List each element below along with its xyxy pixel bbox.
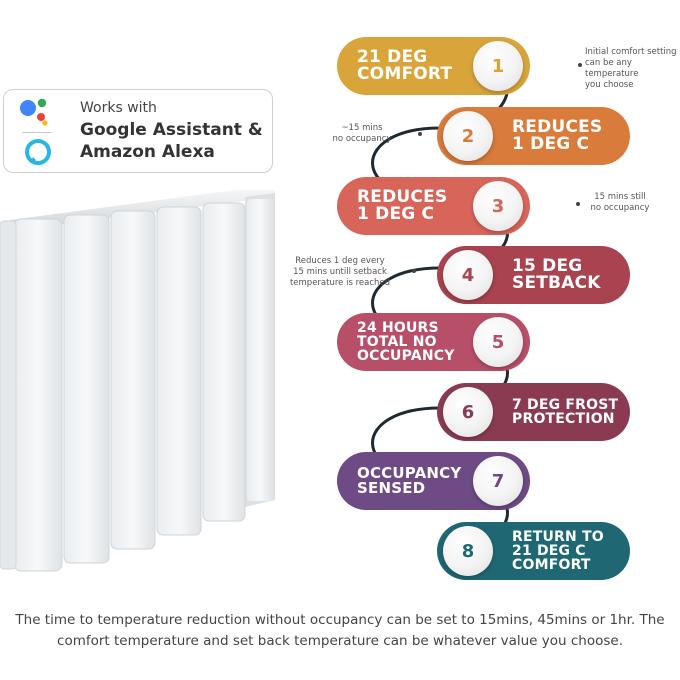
step-7: OCCUPANCY SENSED 7	[337, 452, 530, 510]
note-reduces-every: Reduces 1 deg every 15 mins untill setba…	[278, 256, 402, 289]
step-number-circle: 5	[473, 317, 523, 367]
step-label: REDUCES 1 DEG C	[512, 107, 630, 165]
note-dot	[412, 269, 416, 273]
step-label-line: 15 DEG	[512, 256, 583, 276]
note-line: 15 mins untill setback	[293, 267, 387, 278]
note-line: can be any temperature	[585, 58, 639, 80]
step-label-line: 7 DEG FROST	[512, 397, 619, 413]
step-label-line: 21 DEG	[357, 47, 428, 67]
caption-line-2: comfort temperature and set back tempera…	[57, 633, 623, 649]
note-line: no occupancy	[590, 203, 650, 214]
note-initial-comfort: Initial comfort setting can be any tempe…	[585, 47, 680, 91]
step-8: RETURN TO 21 DEG C COMFORT 8	[437, 522, 630, 580]
radiator-image	[0, 190, 275, 572]
step-number-circle: 1	[473, 41, 523, 91]
step-label-line: REDUCES	[512, 117, 603, 137]
note-15-mins: ~15 mins no occupancy	[318, 123, 406, 145]
step-number-circle: 7	[473, 456, 523, 506]
step-label-line: PROTECTION	[512, 411, 615, 427]
step-number-circle: 2	[443, 111, 493, 161]
step-1: 21 DEG COMFORT 1	[337, 37, 530, 95]
step-label: RETURN TO 21 DEG C COMFORT	[512, 522, 630, 580]
step-label-line: COMFORT	[357, 64, 453, 84]
step-label-line: COMFORT	[512, 557, 591, 573]
badge-divider	[22, 132, 52, 133]
step-label: 21 DEG COMFORT	[357, 37, 477, 95]
google-assistant-icon	[20, 98, 48, 126]
step-label-line: RETURN TO	[512, 529, 604, 545]
step-label: REDUCES 1 DEG C	[357, 177, 477, 235]
note-line: no occupancy	[332, 134, 392, 145]
step-label: OCCUPANCY SENSED	[357, 452, 477, 510]
step-label-line: 1 DEG C	[357, 204, 435, 224]
step-number-circle: 3	[473, 181, 523, 231]
step-6: 7 DEG FROST PROTECTION 6	[437, 383, 630, 441]
alexa-icon	[25, 139, 51, 165]
step-label-line: REDUCES	[357, 187, 448, 207]
step-4: 15 DEG SETBACK 4	[437, 246, 630, 304]
note-line: Reduces 1 deg every	[295, 256, 385, 266]
google-assistant-label: Google Assistant &	[80, 120, 263, 140]
caption-line-1: The time to temperature reduction withou…	[15, 612, 665, 628]
step-label-line: OCCUPANCY	[357, 348, 455, 364]
step-number-circle: 6	[443, 387, 493, 437]
note-dot	[576, 202, 580, 206]
note-line: 15 mins still	[594, 192, 646, 202]
step-label: 7 DEG FROST PROTECTION	[512, 383, 630, 441]
step-label-line: 1 DEG C	[512, 134, 590, 154]
works-with-label: Works with	[80, 100, 157, 116]
step-label-line: SETBACK	[512, 273, 601, 293]
note-dot	[578, 63, 582, 67]
note-line: ~15 mins	[341, 123, 383, 133]
step-2: REDUCES 1 DEG C 2	[437, 107, 630, 165]
step-label: 15 DEG SETBACK	[512, 246, 630, 304]
step-label-line: 24 HOURS	[357, 320, 439, 336]
amazon-alexa-label: Amazon Alexa	[80, 142, 215, 162]
note-line: you choose	[585, 80, 634, 91]
step-label-line: SENSED	[357, 479, 426, 497]
step-label-line: OCCUPANCY	[357, 464, 462, 482]
note-line: temperature is reached	[289, 278, 391, 289]
note-dot	[418, 132, 422, 136]
step-5: 24 HOURS TOTAL NO OCCUPANCY 5	[337, 313, 530, 371]
note-15-mins-still: 15 mins still no occupancy	[580, 192, 660, 214]
note-line: Initial comfort setting	[585, 47, 677, 57]
step-label-line: TOTAL NO	[357, 334, 437, 350]
step-number-circle: 4	[443, 250, 493, 300]
works-with-badge: Works with Google Assistant & Amazon Ale…	[3, 89, 273, 173]
step-label: 24 HOURS TOTAL NO OCCUPANCY	[357, 313, 477, 371]
step-number-circle: 8	[443, 526, 493, 576]
step-label-line: 21 DEG C	[512, 543, 586, 559]
